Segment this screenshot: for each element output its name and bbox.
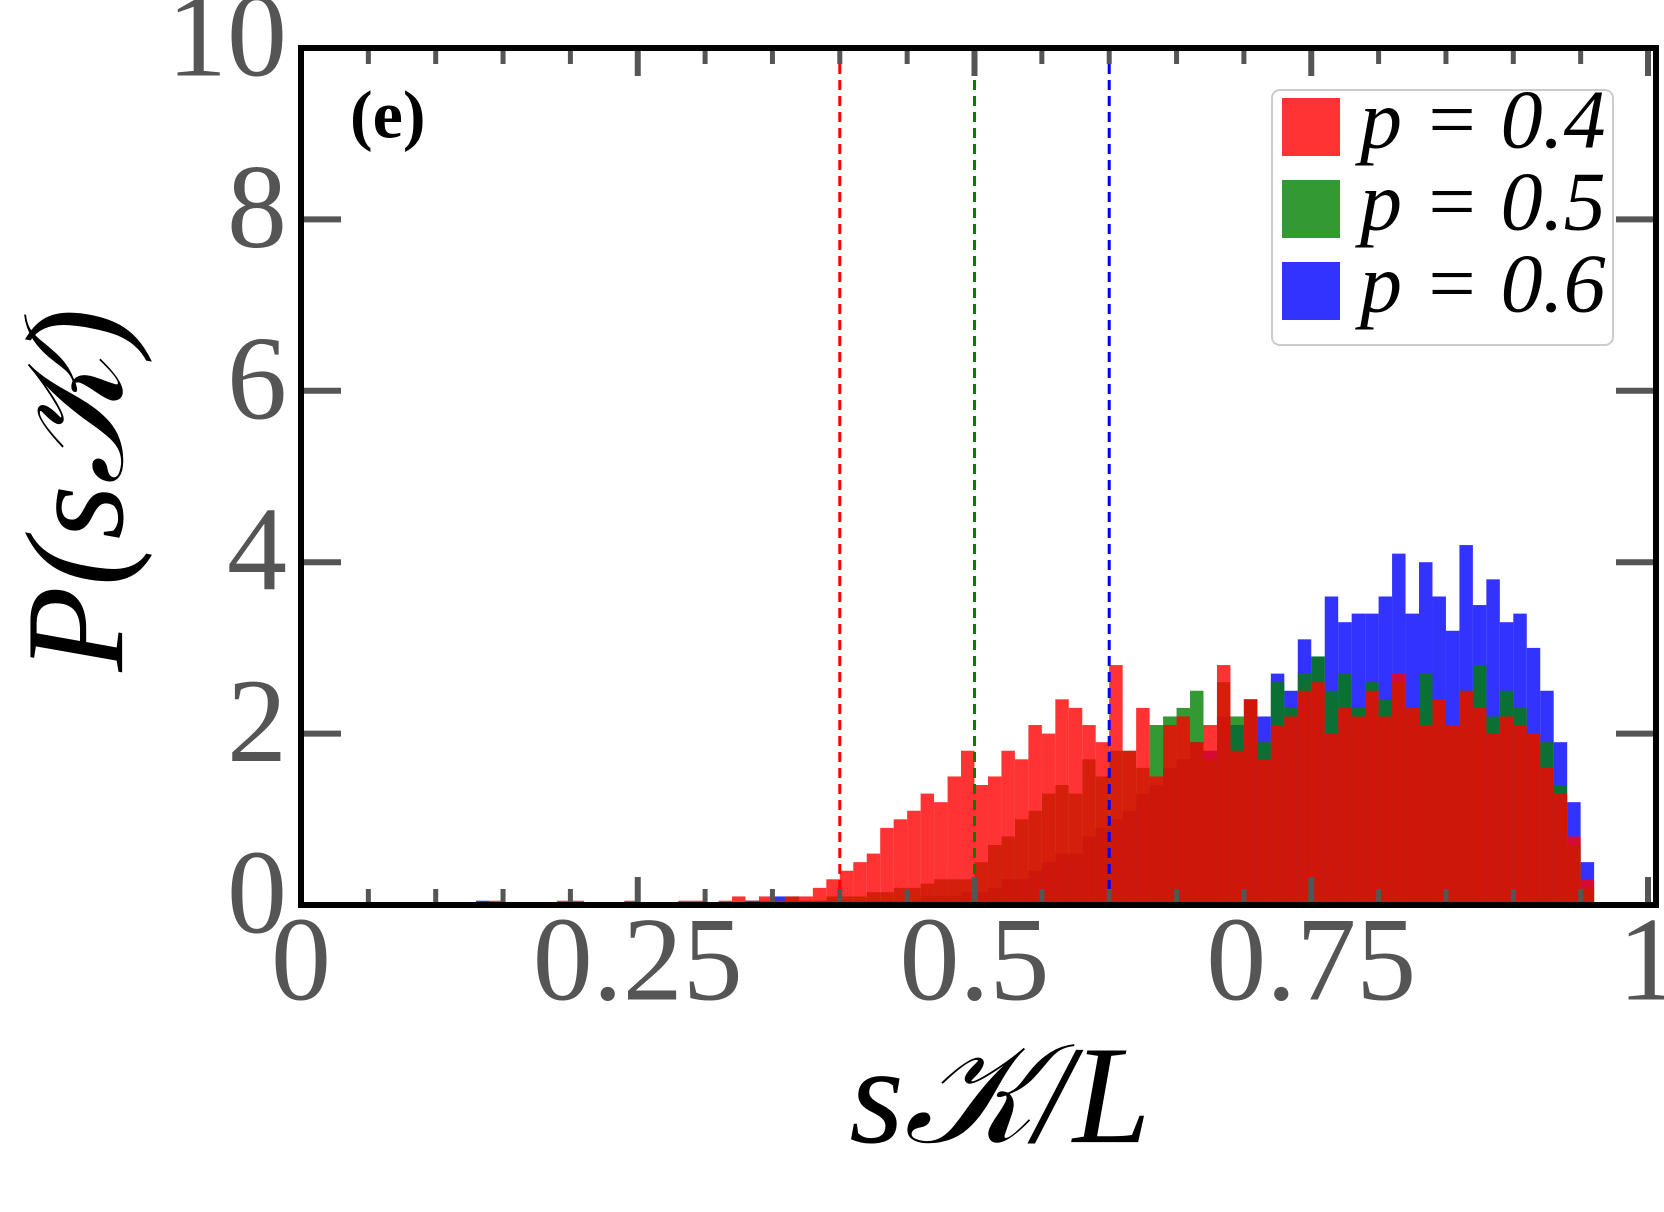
- bar: [1445, 725, 1460, 905]
- bar: [1338, 707, 1352, 905]
- bar: [1257, 759, 1271, 905]
- bar: [947, 776, 962, 905]
- bar: [1351, 716, 1366, 905]
- bar: [812, 887, 827, 905]
- bar: [785, 896, 800, 905]
- bar: [974, 785, 988, 905]
- bar: [1163, 725, 1177, 905]
- bar: [866, 853, 881, 905]
- bar: [1419, 725, 1433, 905]
- plot-frame: [298, 45, 1659, 908]
- bar: [961, 750, 975, 905]
- bar: [1014, 759, 1029, 905]
- legend-label: p = 0.6: [1355, 237, 1606, 330]
- bar: [987, 776, 1002, 905]
- bar: [1284, 716, 1298, 905]
- y-tick-label: 6: [227, 311, 287, 444]
- bar: [907, 810, 921, 905]
- bar: [839, 870, 854, 905]
- bar: [1109, 665, 1123, 905]
- bar: [1095, 742, 1110, 905]
- bar: [1432, 699, 1446, 905]
- bar: [732, 896, 746, 905]
- bar: [920, 793, 935, 905]
- y-tick-label: 0: [227, 826, 287, 959]
- x-axis-label: s𝒦/L: [849, 1018, 1150, 1173]
- legend-label: p = 0.5: [1355, 155, 1606, 248]
- bar: [1392, 673, 1406, 905]
- y-tick-label: 2: [227, 654, 287, 787]
- bar: [1499, 716, 1514, 905]
- bar: [1190, 742, 1204, 905]
- x-tick-label: 1: [1618, 893, 1664, 1026]
- bar: [1311, 682, 1325, 905]
- legend-label: p = 0.4: [1355, 73, 1606, 166]
- bar: [880, 827, 894, 905]
- bar: [1459, 690, 1473, 905]
- bar: [1216, 665, 1231, 905]
- panel-label: (e): [350, 77, 425, 153]
- legend-swatch: [1282, 180, 1340, 238]
- bar: [1055, 699, 1069, 905]
- bar: [1028, 725, 1042, 905]
- bar: [1513, 725, 1527, 905]
- legend-swatch: [1282, 98, 1340, 156]
- bar: [1082, 725, 1096, 905]
- y-tick-label: 10: [167, 0, 287, 102]
- bar: [1068, 707, 1083, 905]
- bar: [1136, 707, 1150, 905]
- y-axis-label: P(s𝒦): [0, 308, 153, 672]
- bar: [772, 896, 786, 905]
- bar: [1365, 690, 1379, 905]
- x-tick-label: 0: [271, 893, 331, 1026]
- bar: [1230, 750, 1244, 905]
- bar: [1297, 690, 1312, 905]
- x-tick-label: 0.25: [533, 893, 743, 1026]
- bar: [1540, 767, 1554, 905]
- bar: [893, 819, 908, 905]
- y-tick-label: 8: [227, 140, 287, 273]
- bar: [1486, 733, 1500, 905]
- bar: [1405, 707, 1420, 905]
- bar: [1122, 750, 1137, 905]
- bar: [758, 896, 773, 905]
- bar: [1526, 733, 1541, 905]
- bar: [1324, 733, 1339, 905]
- bar: [1472, 707, 1487, 905]
- bar: [1176, 716, 1191, 905]
- x-tick-label: 0.5: [900, 893, 1050, 1026]
- legend-box: [1271, 89, 1614, 346]
- x-tick-label: 0.75: [1206, 893, 1416, 1026]
- bar: [1203, 725, 1217, 905]
- bar: [826, 879, 840, 905]
- bar: [1567, 836, 1581, 905]
- legend-swatch: [1282, 262, 1340, 320]
- bar: [799, 896, 813, 905]
- bar: [1270, 725, 1285, 905]
- bar: [1553, 793, 1568, 905]
- bar: [1149, 776, 1164, 905]
- bar: [1580, 879, 1595, 905]
- bar: [1001, 750, 1015, 905]
- bar: [853, 862, 867, 905]
- y-tick-label: 4: [227, 483, 287, 616]
- bar: [1041, 733, 1056, 905]
- bar: [934, 802, 948, 905]
- bar: [1243, 699, 1258, 905]
- bar: [1378, 716, 1393, 905]
